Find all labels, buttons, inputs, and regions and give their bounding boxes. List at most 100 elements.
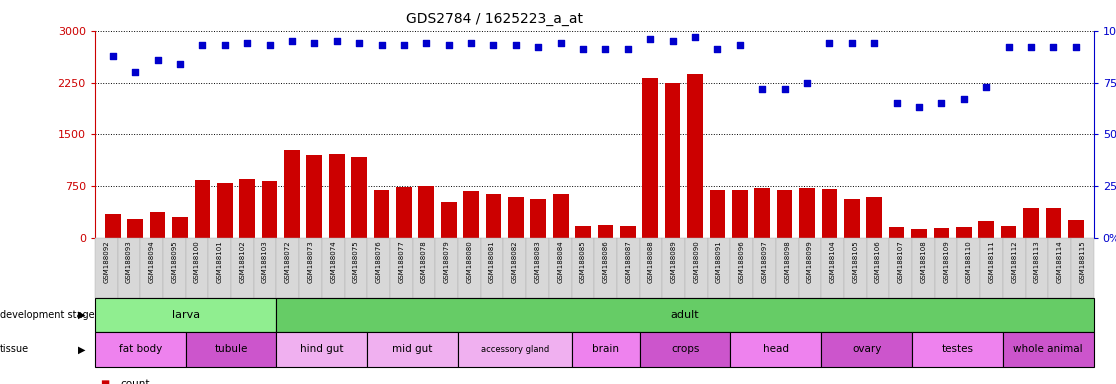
Bar [352,157,367,238]
Point [731,42,749,48]
Text: brain: brain [593,344,619,354]
Point [193,42,211,48]
Point [933,100,951,106]
Point [709,46,727,53]
Text: ▶: ▶ [78,344,86,354]
Point [843,40,860,46]
Point [507,42,525,48]
Bar [799,188,815,238]
Text: GSM188085: GSM188085 [580,240,586,283]
Text: GSM188102: GSM188102 [240,240,246,283]
Text: GSM188095: GSM188095 [172,240,177,283]
Point [283,38,301,44]
Bar [888,227,904,238]
Point [865,40,883,46]
Text: tubule: tubule [214,344,248,354]
Text: GSM188097: GSM188097 [761,240,768,283]
Text: GSM188115: GSM188115 [1079,240,1086,283]
Text: GSM188091: GSM188091 [716,240,722,283]
Text: GSM188086: GSM188086 [603,240,608,283]
Text: GSM188110: GSM188110 [965,240,972,283]
Point [1022,44,1040,50]
Text: GSM188108: GSM188108 [921,240,926,283]
Bar [105,214,121,238]
Point [910,104,927,111]
Text: GSM188081: GSM188081 [489,240,496,283]
Bar [463,191,479,238]
Bar [194,180,210,238]
Bar [643,78,658,238]
Point [462,40,480,46]
Bar [329,154,345,238]
Point [551,40,569,46]
Text: GSM188112: GSM188112 [1011,240,1017,283]
Bar [866,197,882,238]
Text: GDS2784 / 1625223_a_at: GDS2784 / 1625223_a_at [406,12,583,25]
Text: GSM188113: GSM188113 [1033,240,1040,283]
Bar [374,190,389,238]
Point [215,42,233,48]
Text: GSM188111: GSM188111 [989,240,994,283]
Point [484,42,502,48]
Point [1067,44,1085,50]
Text: GSM188114: GSM188114 [1057,240,1062,283]
Bar [665,83,681,238]
Text: GSM188092: GSM188092 [103,240,109,283]
Point [642,36,660,42]
Point [171,61,189,67]
Point [261,42,279,48]
Bar [127,219,143,238]
Text: GSM188083: GSM188083 [535,240,540,283]
Text: GSM188109: GSM188109 [943,240,949,283]
Bar [821,189,837,238]
Point [978,84,995,90]
Text: crops: crops [671,344,700,354]
Bar [485,194,501,238]
Text: head: head [763,344,789,354]
Point [820,40,838,46]
Point [440,42,458,48]
Point [776,86,793,92]
Bar [732,190,748,238]
Bar [307,155,323,238]
Text: GSM188100: GSM188100 [194,240,200,283]
Bar [934,228,950,238]
Bar [530,199,546,238]
Point [417,40,435,46]
Text: GSM188094: GSM188094 [148,240,155,283]
Bar [777,190,792,238]
Bar [418,185,434,238]
Bar [687,74,703,238]
Text: adult: adult [671,310,700,320]
Bar [441,202,456,238]
Text: GSM188073: GSM188073 [308,240,314,283]
Bar [150,212,165,238]
Bar [552,194,568,238]
Text: GSM188103: GSM188103 [262,240,268,283]
Text: GSM188098: GSM188098 [785,240,790,283]
Text: GSM188093: GSM188093 [126,240,132,283]
Text: GSM188088: GSM188088 [648,240,654,283]
Point [104,53,122,59]
Bar [575,226,590,238]
Point [619,46,637,53]
Point [1000,44,1018,50]
Bar [754,188,770,238]
Point [373,42,391,48]
Point [955,96,973,102]
Text: fat body: fat body [118,344,162,354]
Point [664,38,682,44]
Bar [598,225,614,238]
Text: ■: ■ [100,379,109,384]
Text: GSM188105: GSM188105 [853,240,858,283]
Text: GSM188101: GSM188101 [217,240,223,283]
Text: GSM188107: GSM188107 [897,240,904,283]
Point [887,100,905,106]
Text: GSM188074: GSM188074 [330,240,336,283]
Bar [396,187,412,238]
Text: GSM188080: GSM188080 [466,240,472,283]
Bar [1023,208,1039,238]
Point [574,46,591,53]
Bar [844,199,859,238]
Text: GSM188087: GSM188087 [625,240,632,283]
